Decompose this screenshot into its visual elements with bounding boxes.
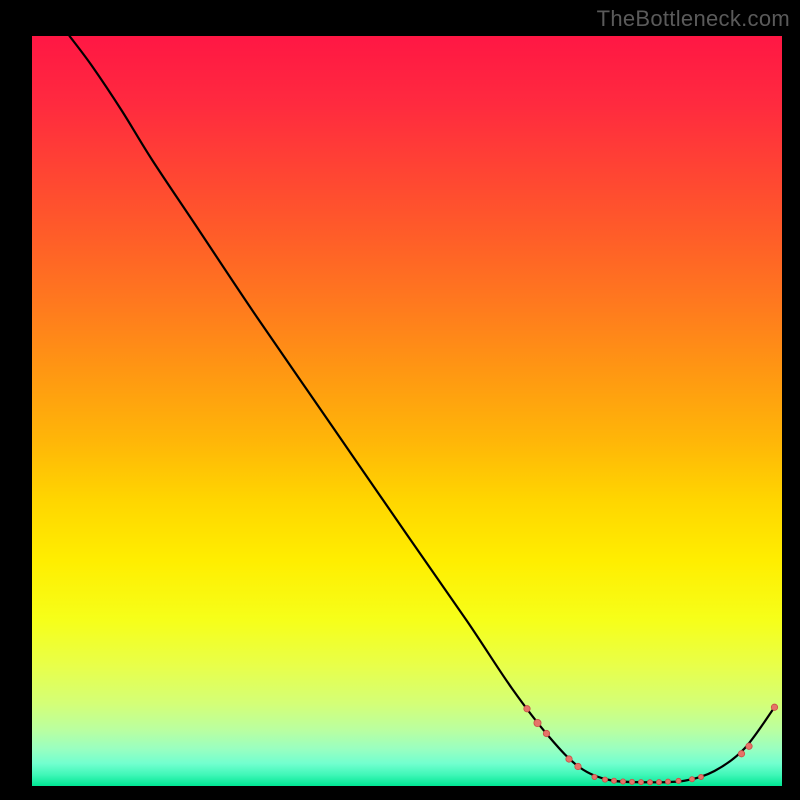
data-marker — [746, 743, 752, 749]
data-marker — [611, 778, 616, 783]
bottleneck-curve-chart — [32, 36, 782, 786]
data-marker — [620, 779, 625, 784]
data-marker — [543, 730, 549, 736]
plot-area — [32, 36, 782, 786]
data-marker — [575, 763, 581, 769]
data-marker — [656, 780, 661, 785]
watermark-text: TheBottleneck.com — [597, 6, 790, 32]
data-marker — [592, 774, 597, 779]
data-marker — [524, 706, 530, 712]
data-marker — [689, 777, 694, 782]
data-marker — [629, 779, 634, 784]
data-marker — [665, 779, 670, 784]
data-marker — [534, 719, 541, 726]
data-marker — [638, 780, 643, 785]
data-marker — [771, 704, 777, 710]
data-marker — [738, 751, 744, 757]
data-marker — [698, 774, 703, 779]
data-marker — [602, 777, 607, 782]
data-marker — [676, 778, 681, 783]
data-marker — [647, 780, 652, 785]
data-marker — [566, 756, 572, 762]
chart-container: { "watermark": "TheBottleneck.com", "cha… — [0, 0, 800, 800]
